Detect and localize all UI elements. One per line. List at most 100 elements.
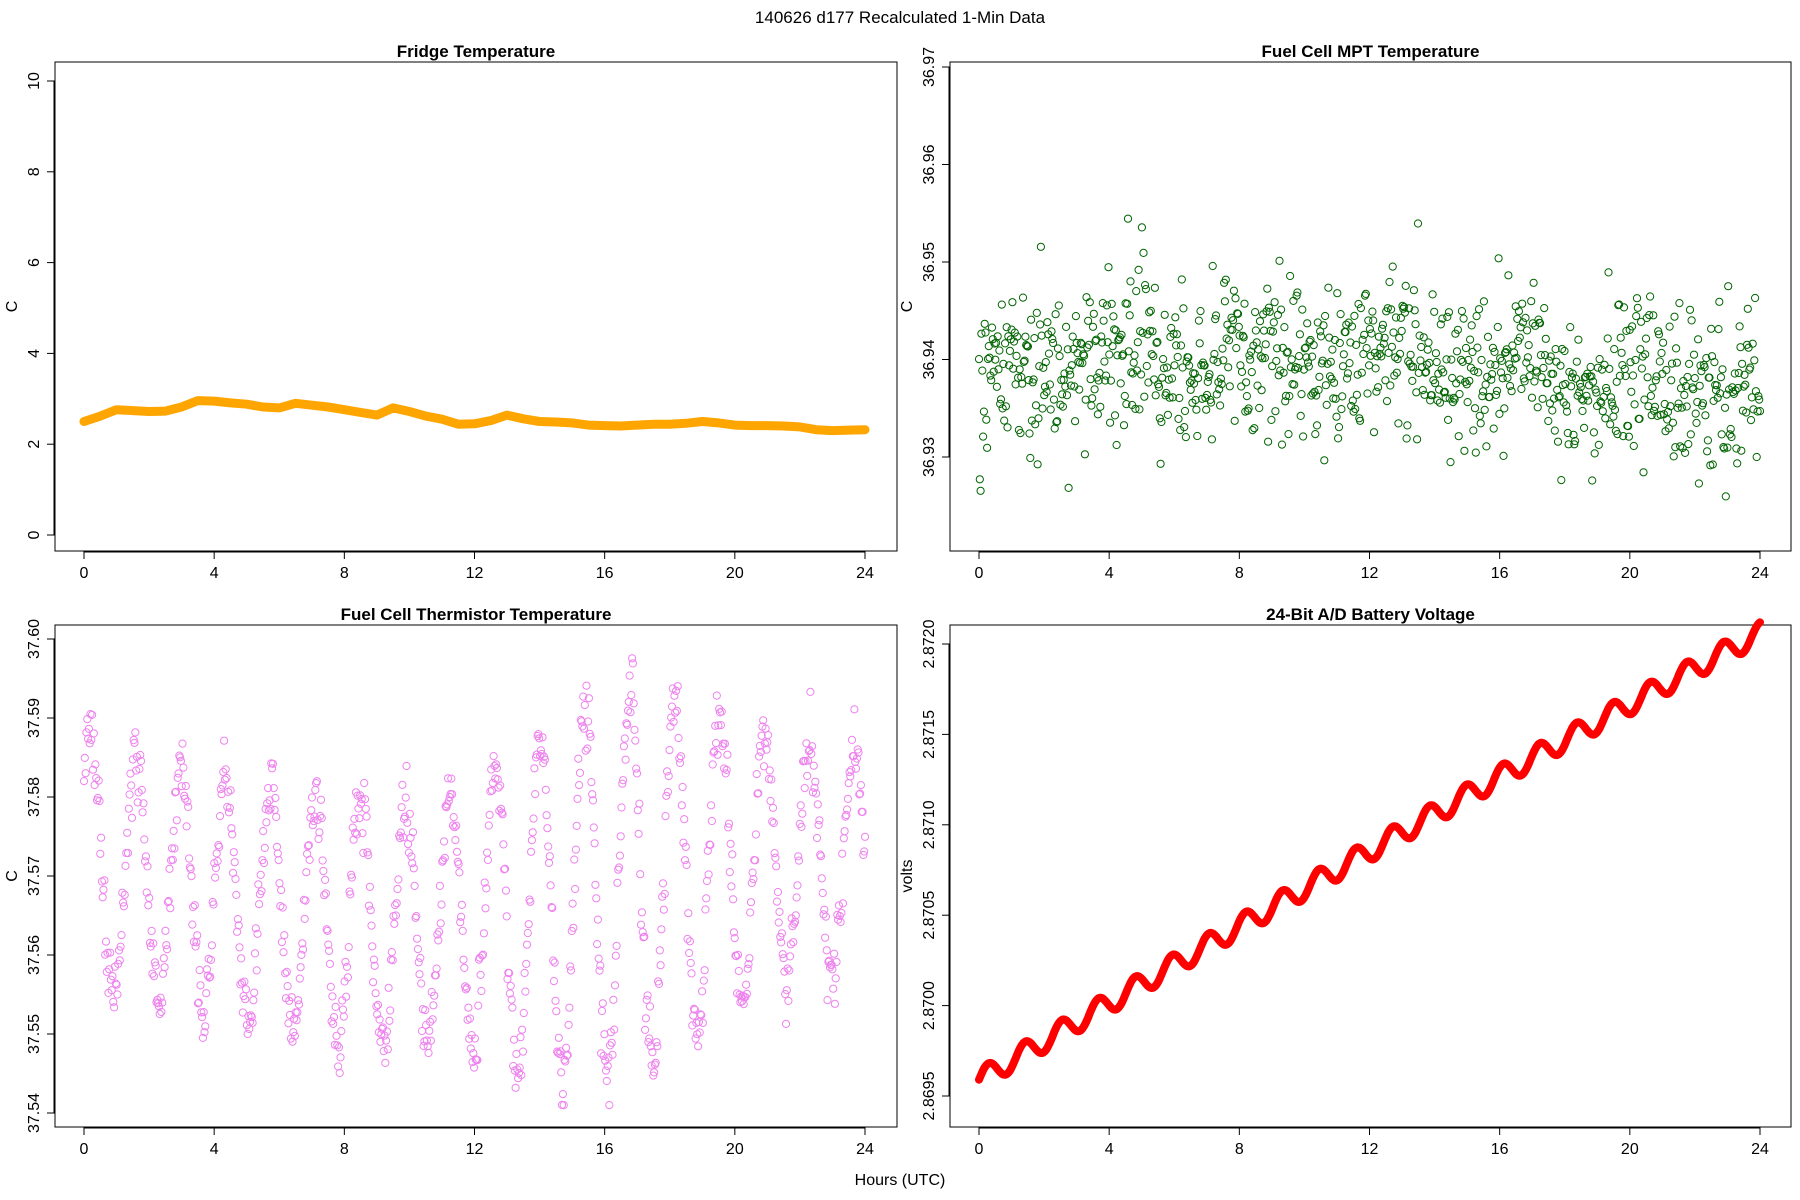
mpt-point bbox=[1365, 324, 1375, 334]
mpt-point bbox=[1353, 370, 1362, 379]
mpt-point bbox=[1695, 381, 1704, 390]
mpt-point bbox=[1631, 355, 1640, 365]
mpt-point bbox=[1571, 436, 1580, 446]
mpt-point bbox=[1096, 402, 1105, 411]
thermistor-point bbox=[689, 1004, 699, 1013]
mpt-point bbox=[1428, 290, 1437, 299]
y-tick-label: 36.95 bbox=[921, 242, 938, 282]
thermistor-point bbox=[725, 868, 734, 877]
mpt-point bbox=[976, 486, 985, 495]
mpt-point bbox=[1586, 362, 1595, 372]
thermistor-point bbox=[711, 721, 720, 730]
thermistor-point bbox=[451, 836, 460, 845]
thermistor-point bbox=[481, 904, 490, 913]
thermistor-point bbox=[818, 888, 827, 898]
mpt-point bbox=[1372, 387, 1381, 396]
thermistor-point bbox=[800, 784, 809, 793]
mpt-point bbox=[1433, 396, 1442, 405]
thermistor-point bbox=[141, 857, 150, 866]
x-tick-label: 4 bbox=[210, 565, 219, 582]
thermistor-point bbox=[356, 799, 365, 808]
thermistor-point bbox=[253, 929, 262, 938]
thermistor-point bbox=[631, 736, 640, 745]
mpt-point bbox=[1239, 333, 1248, 342]
thermistor-point bbox=[613, 878, 622, 887]
thermistor-point bbox=[584, 694, 594, 703]
mpt-point bbox=[1295, 330, 1305, 339]
mpt-point bbox=[1272, 356, 1281, 366]
thermistor-point bbox=[450, 823, 459, 832]
thermistor-point bbox=[636, 870, 645, 879]
mpt-point bbox=[1410, 306, 1419, 315]
mpt-point bbox=[1690, 374, 1699, 383]
thermistor-point bbox=[527, 847, 536, 856]
mpt-point bbox=[1470, 404, 1480, 413]
thermistor-point bbox=[401, 793, 410, 802]
mpt-point bbox=[1163, 363, 1172, 372]
mpt-point bbox=[1676, 384, 1686, 393]
thermistor-point bbox=[751, 856, 760, 865]
thermistor-point bbox=[113, 990, 122, 999]
thermistor-point bbox=[140, 835, 149, 844]
mpt-point bbox=[1358, 335, 1367, 344]
thermistor-point bbox=[202, 989, 211, 998]
mpt-point bbox=[1104, 263, 1113, 272]
mpt-point bbox=[1233, 309, 1242, 318]
thermistor-point bbox=[603, 1061, 612, 1071]
thermistor-point bbox=[301, 896, 310, 905]
mpt-point bbox=[1232, 344, 1241, 353]
thermistor-point bbox=[828, 965, 837, 974]
mpt-point bbox=[1090, 385, 1099, 394]
thermistor-point bbox=[834, 901, 844, 910]
mpt-point bbox=[1218, 344, 1227, 353]
thermistor-point bbox=[553, 1048, 563, 1058]
thermistor-point bbox=[459, 955, 468, 964]
mpt-point bbox=[1754, 392, 1763, 401]
thermistor-point bbox=[88, 710, 97, 720]
thermistor-point bbox=[161, 926, 170, 935]
mpt-point bbox=[1042, 387, 1051, 396]
thermistor-point bbox=[193, 999, 203, 1008]
mpt-point bbox=[979, 407, 989, 416]
thermistor-point bbox=[748, 868, 757, 877]
mpt-point bbox=[1545, 399, 1555, 408]
thermistor-point bbox=[649, 1071, 658, 1080]
mpt-point bbox=[1602, 383, 1611, 393]
mpt-point bbox=[1724, 282, 1733, 291]
thermistor-point bbox=[559, 1101, 568, 1110]
mpt-point bbox=[1258, 354, 1267, 363]
mpt-point bbox=[1245, 351, 1254, 360]
mpt-point bbox=[1633, 303, 1642, 312]
thermistor-point bbox=[116, 942, 125, 951]
mpt-point bbox=[1103, 338, 1112, 347]
thermistor-point bbox=[696, 1010, 705, 1019]
mpt-point bbox=[1325, 372, 1335, 381]
x-tick-label: 20 bbox=[726, 565, 744, 582]
thermistor-point bbox=[259, 827, 268, 836]
thermistor-point bbox=[554, 1033, 563, 1042]
thermistor-point bbox=[243, 1029, 252, 1039]
thermistor-point bbox=[278, 903, 287, 912]
mpt-point bbox=[1392, 368, 1401, 377]
mpt-point bbox=[1483, 372, 1492, 381]
mpt-point bbox=[1527, 393, 1537, 402]
thermistor-point bbox=[408, 828, 418, 837]
mpt-point bbox=[1022, 341, 1031, 350]
thermistor-point bbox=[540, 755, 550, 764]
mpt-point bbox=[1714, 325, 1723, 334]
mpt-point bbox=[1629, 441, 1638, 451]
thermistor-point bbox=[755, 752, 764, 761]
mpt-point bbox=[1702, 354, 1711, 363]
mpt-point bbox=[1549, 369, 1558, 378]
plot-frame bbox=[54, 61, 898, 552]
thermistor-point bbox=[395, 833, 405, 843]
thermistor-point bbox=[171, 787, 181, 796]
x-tick-label: 8 bbox=[340, 565, 349, 582]
mpt-point bbox=[1134, 265, 1143, 274]
thermistor-point bbox=[575, 781, 584, 790]
mpt-point bbox=[1609, 412, 1618, 421]
thermistor-point bbox=[256, 870, 265, 880]
thermistor-point bbox=[242, 985, 251, 994]
thermistor-point bbox=[184, 802, 193, 812]
thermistor-point bbox=[680, 815, 689, 824]
